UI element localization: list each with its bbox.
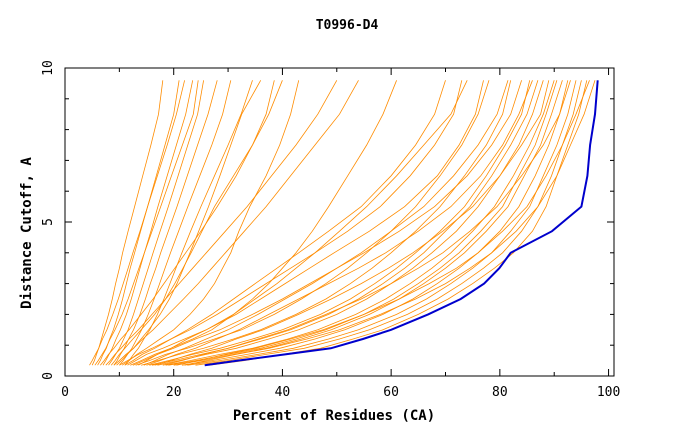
model-series-line: [173, 80, 563, 366]
model-series-line: [149, 80, 531, 366]
y-tick-label: 10: [41, 60, 56, 76]
model-series-line: [119, 80, 463, 366]
model-series-line: [89, 80, 185, 366]
model-series-line: [165, 80, 555, 366]
model-series-line: [181, 80, 571, 366]
chart-title: T0996-D4: [316, 18, 379, 33]
x-tick-label: 80: [492, 385, 508, 400]
highlighted-series-line: [204, 80, 599, 367]
x-tick-label: 40: [275, 385, 291, 400]
y-axis-label: Distance Cutoff, A: [19, 157, 35, 309]
model-series-line: [138, 80, 484, 366]
x-axis-label: Percent of Residues (CA): [233, 408, 435, 424]
model-series-line: [124, 80, 253, 366]
model-series-line: [184, 80, 596, 366]
model-series-line: [162, 80, 569, 366]
model-series-line: [195, 80, 582, 366]
model-series-line: [208, 80, 588, 366]
y-tick-label: 0: [41, 372, 56, 380]
model-series-line: [168, 80, 558, 366]
model-series-line: [121, 80, 300, 366]
model-series-line: [124, 80, 446, 366]
model-series-line: [108, 80, 204, 366]
model-series-line: [102, 80, 194, 366]
x-tick-label: 60: [383, 385, 399, 400]
model-series-line: [110, 80, 283, 366]
model-series-line: [132, 80, 522, 366]
model-series-line: [99, 80, 275, 366]
model-series-line: [97, 80, 180, 366]
x-tick-label: 100: [597, 385, 620, 400]
x-tick-label: 0: [61, 385, 69, 400]
x-tick-label: 20: [166, 385, 182, 400]
model-series-line: [113, 80, 359, 366]
model-series-line: [187, 80, 577, 366]
series-layer: [89, 80, 599, 367]
y-tick-label: 5: [41, 218, 56, 226]
tick-layer: 0 20 40 60 80 100 0 5 10: [41, 60, 620, 400]
model-series-line: [94, 80, 199, 366]
model-series-line: [146, 80, 533, 366]
model-series-line: [143, 80, 509, 366]
model-series-line: [105, 80, 338, 366]
model-series-line: [127, 80, 468, 366]
model-series-line: [140, 80, 512, 366]
model-series-line: [176, 80, 590, 366]
model-series-line: [154, 80, 550, 366]
